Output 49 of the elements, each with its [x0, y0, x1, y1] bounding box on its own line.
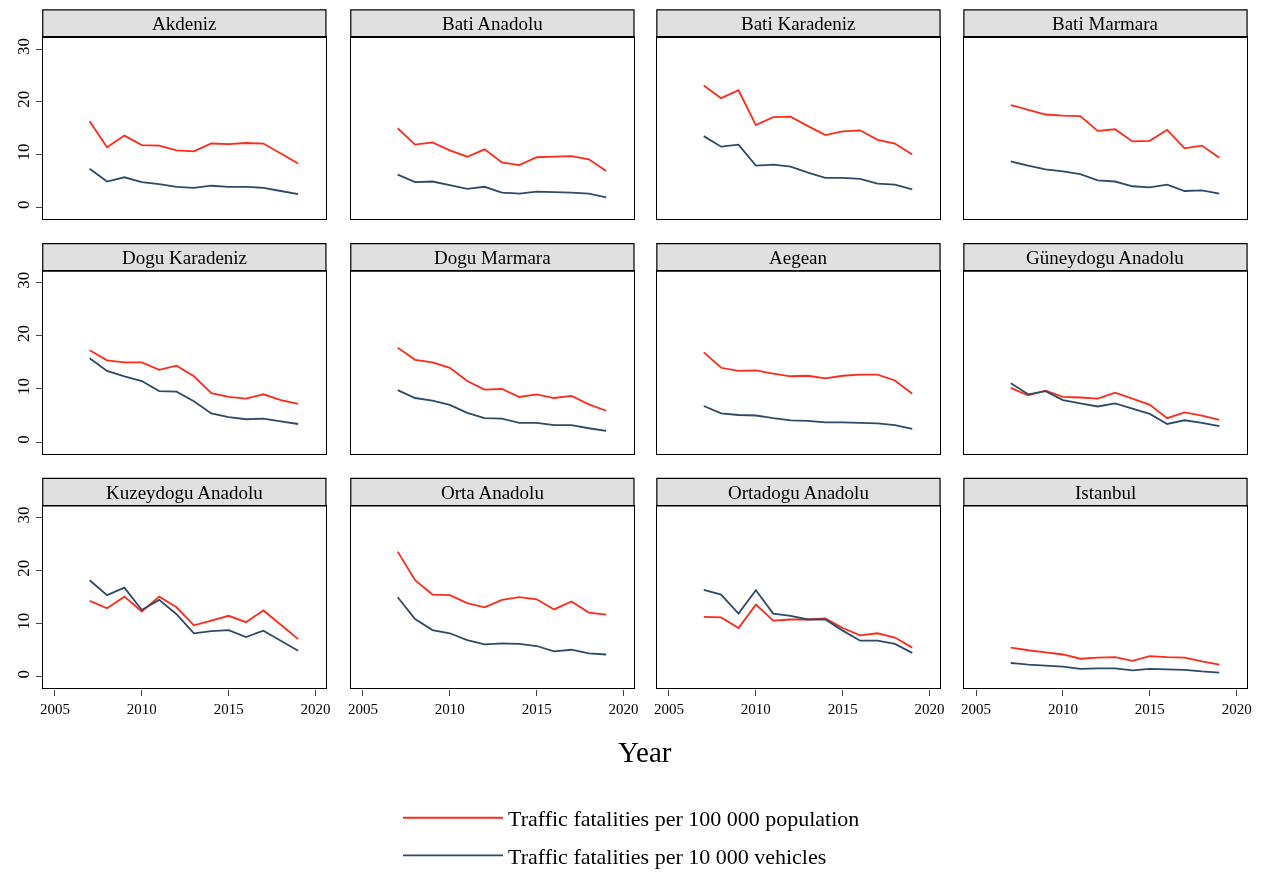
- x-tick-label: 2020: [914, 700, 945, 717]
- y-tick-label: 30: [13, 506, 33, 524]
- legend-label: Traffic fatalities per 100 000 population: [508, 806, 860, 832]
- x-tick-label: 2005: [347, 700, 378, 717]
- x-tick-label: 2010: [126, 700, 157, 717]
- chart-title: Kuzeydogu Anadolu: [106, 482, 264, 503]
- y-tick-label: 0: [13, 669, 33, 679]
- x-tick-label: 2015: [1134, 700, 1165, 717]
- x-tick-label: 2010: [434, 700, 465, 717]
- chart-title: Dogu Karadeniz: [122, 247, 248, 268]
- x-tick-label: 2020: [300, 700, 331, 717]
- x-tick-label: 2005: [654, 700, 684, 717]
- chart-title: Aegean: [769, 247, 828, 268]
- x-tick-label: 2010: [1047, 700, 1078, 717]
- line-series: [88, 167, 300, 196]
- y-tick-label: 10: [13, 612, 33, 630]
- x-tick-label: 2015: [213, 700, 244, 717]
- chart-title: Güneydogu Anadolu: [1026, 247, 1185, 268]
- chart-title: Bati Marmara: [1052, 13, 1159, 34]
- y-tick-label: 10: [13, 143, 33, 161]
- x-tick-label: 2015: [521, 700, 552, 717]
- chart-title: Istanbul: [1075, 482, 1137, 503]
- line-series: [88, 357, 300, 425]
- y-tick-label: 30: [13, 38, 33, 56]
- chart-title: Akdeniz: [152, 13, 217, 34]
- chart-title: Orta Anadolu: [441, 482, 545, 503]
- chart-title: Ortadogu Anadolu: [728, 482, 870, 503]
- y-tick-label: 0: [13, 435, 33, 444]
- y-tick-label: 20: [13, 559, 33, 577]
- y-tick-label: 20: [13, 324, 33, 342]
- x-tick-label: 2020: [608, 700, 639, 717]
- line-series: [88, 579, 300, 652]
- legend-label: Traffic fatalities per 10 000 vehicles: [508, 843, 827, 869]
- x-tick-label: 2005: [39, 700, 70, 717]
- line-series: [88, 595, 300, 641]
- x-axis-title: Year: [618, 736, 672, 768]
- x-tick-label: 2020: [1221, 700, 1252, 717]
- chart-title: Dogu Marmara: [434, 247, 552, 268]
- y-tick-label: 20: [13, 90, 33, 108]
- x-tick-label: 2015: [827, 700, 858, 717]
- y-tick-label: 30: [13, 271, 33, 289]
- chart-title: Bati Anadolu: [442, 13, 544, 34]
- line-series: [88, 120, 300, 165]
- line-series: [88, 349, 300, 405]
- x-tick-label: 2005: [961, 700, 992, 717]
- x-tick-label: 2010: [740, 700, 771, 717]
- chart-title: Bati Karadeniz: [741, 13, 856, 34]
- y-tick-label: 0: [13, 200, 33, 210]
- y-tick-label: 10: [13, 377, 33, 395]
